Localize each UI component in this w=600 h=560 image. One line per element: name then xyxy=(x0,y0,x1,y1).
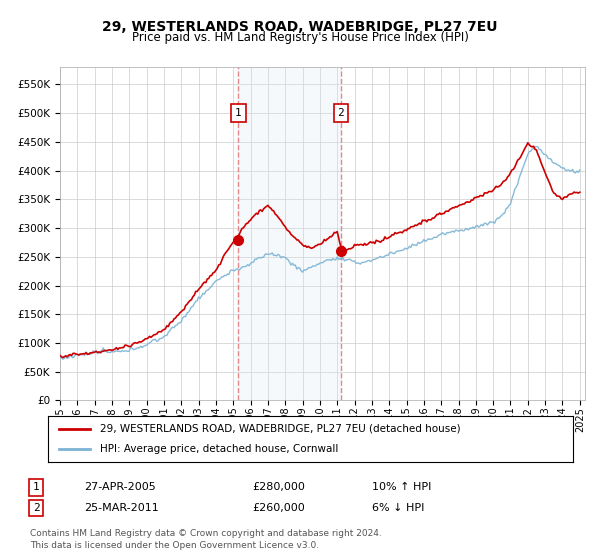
Text: Price paid vs. HM Land Registry's House Price Index (HPI): Price paid vs. HM Land Registry's House … xyxy=(131,31,469,44)
Text: 1: 1 xyxy=(32,482,40,492)
Text: 25-MAR-2011: 25-MAR-2011 xyxy=(84,503,159,513)
Text: Contains HM Land Registry data © Crown copyright and database right 2024.: Contains HM Land Registry data © Crown c… xyxy=(30,529,382,538)
Text: £260,000: £260,000 xyxy=(252,503,305,513)
Text: 2: 2 xyxy=(32,503,40,513)
Text: This data is licensed under the Open Government Licence v3.0.: This data is licensed under the Open Gov… xyxy=(30,542,319,550)
Text: £280,000: £280,000 xyxy=(252,482,305,492)
Text: 29, WESTERLANDS ROAD, WADEBRIDGE, PL27 7EU: 29, WESTERLANDS ROAD, WADEBRIDGE, PL27 7… xyxy=(102,20,498,34)
Text: 27-APR-2005: 27-APR-2005 xyxy=(84,482,156,492)
Bar xyxy=(238,67,341,400)
Text: 29, WESTERLANDS ROAD, WADEBRIDGE, PL27 7EU (detached house): 29, WESTERLANDS ROAD, WADEBRIDGE, PL27 7… xyxy=(101,424,461,434)
Text: 1: 1 xyxy=(235,108,242,118)
Text: 6% ↓ HPI: 6% ↓ HPI xyxy=(372,503,424,513)
Text: 10% ↑ HPI: 10% ↑ HPI xyxy=(372,482,431,492)
Text: 2: 2 xyxy=(337,108,344,118)
Text: HPI: Average price, detached house, Cornwall: HPI: Average price, detached house, Corn… xyxy=(101,444,339,454)
